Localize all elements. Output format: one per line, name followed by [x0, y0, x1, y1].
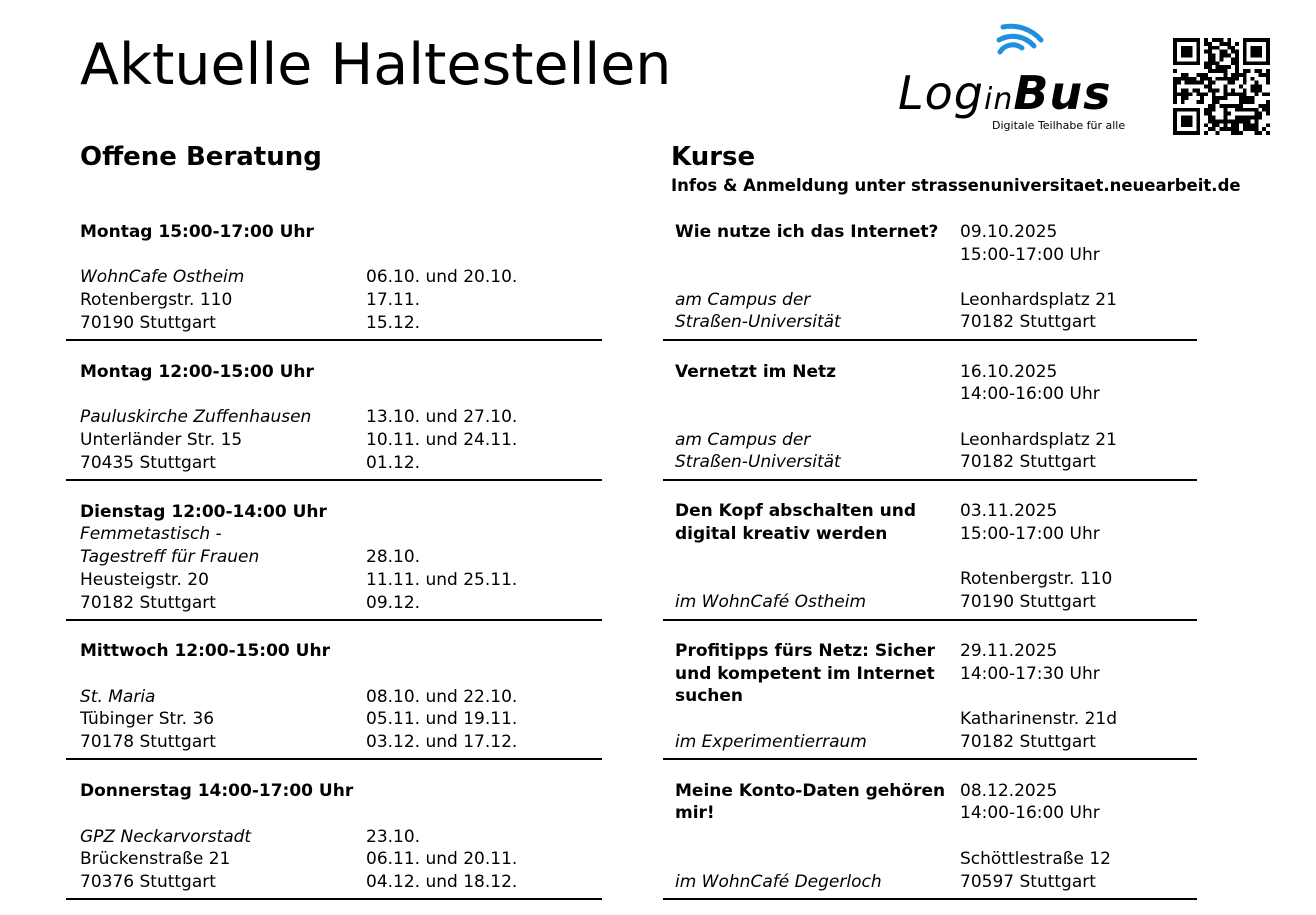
course-title: Vernetzt im Netz [675, 362, 837, 382]
consultation-city: 70376 Stuttgart [80, 872, 216, 892]
consultation-place: St. Maria [80, 687, 156, 707]
consultation-date: 28.10. [366, 547, 421, 567]
course-location: Straßen-Universität [675, 312, 841, 332]
consultation-place: Pauluskirche Zuffenhausen [80, 407, 312, 427]
course-time: 15:00-17:00 Uhr [960, 245, 1100, 265]
logo-text-log: Log [898, 66, 984, 120]
course-date: 29.11.2025 [960, 641, 1058, 661]
wifi-icon [996, 23, 1044, 55]
right-subheading: Infos & Anmeldung unter strassenuniversi… [671, 176, 1241, 195]
course-title: Wie nutze ich das Internet? [675, 222, 939, 242]
course-time: 15:00-17:00 Uhr [960, 524, 1100, 544]
course-time: 14:00-16:00 Uhr [960, 803, 1100, 823]
consultation-date: 03.12. und 17.12. [366, 732, 518, 752]
course-location: am Campus der [675, 430, 811, 450]
page-title: Aktuelle Haltestellen [80, 32, 672, 98]
consultation-place: GPZ Neckarvorstadt [80, 827, 252, 847]
divider [66, 898, 602, 900]
course-address: Rotenbergstr. 110 [960, 569, 1113, 589]
consultation-street: Unterländer Str. 15 [80, 430, 243, 450]
divider [663, 339, 1197, 341]
course-title: Meine Konto-Daten gehören [675, 781, 946, 801]
consultation-place: WohnCafe Ostheim [80, 267, 245, 287]
consultation-date: 04.12. und 18.12. [366, 872, 518, 892]
divider [663, 619, 1197, 621]
course-address: 70182 Stuttgart [960, 732, 1096, 752]
course-title: mir! [675, 803, 715, 823]
logo-text-in: in [983, 82, 1014, 117]
consultation-date: 06.10. und 20.10. [366, 267, 518, 287]
consultation-time: Donnerstag 14:00-17:00 Uhr [80, 781, 354, 801]
consultation-date: 09.12. [366, 593, 421, 613]
logo-tagline: Digitale Teilhabe für alle [992, 119, 1126, 132]
course-time: 14:00-17:30 Uhr [960, 664, 1100, 684]
divider [663, 758, 1197, 760]
course-address: Leonhardsplatz 21 [960, 430, 1117, 450]
course-location: am Campus der [675, 290, 811, 310]
course-address: 70190 Stuttgart [960, 592, 1096, 612]
course-title: und kompetent im Internet [675, 664, 935, 684]
divider [66, 758, 602, 760]
consultation-date: 17.11. [366, 290, 421, 310]
consultation-date: 01.12. [366, 453, 421, 473]
course-address: Leonhardsplatz 21 [960, 290, 1117, 310]
consultation-date: 11.11. und 25.11. [366, 570, 518, 590]
consultation-place: Tagestreff für Frauen [80, 547, 260, 567]
course-location: Straßen-Universität [675, 452, 841, 472]
course-date: 08.12.2025 [960, 781, 1058, 801]
logo-text-bus: Bus [1013, 66, 1112, 120]
consultation-date: 06.11. und 20.11. [366, 849, 518, 869]
consultation-date: 15.12. [366, 313, 421, 333]
consultation-time: Montag 15:00-17:00 Uhr [80, 222, 314, 242]
consultation-city: 70178 Stuttgart [80, 732, 216, 752]
consultation-street: Brückenstraße 21 [80, 849, 231, 869]
consultation-time: Mittwoch 12:00-15:00 Uhr [80, 641, 330, 661]
divider [66, 619, 602, 621]
consultation-date: 23.10. [366, 827, 421, 847]
left-heading: Offene Beratung [80, 142, 322, 172]
consultation-date: 08.10. und 22.10. [366, 687, 518, 707]
course-location: im WohnCafé Degerloch [675, 872, 882, 892]
divider [66, 479, 602, 481]
course-time: 14:00-16:00 Uhr [960, 384, 1100, 404]
consultation-city: 70190 Stuttgart [80, 313, 216, 333]
course-title: digital kreativ werden [675, 524, 888, 544]
consultation-street: Heusteigstr. 20 [80, 570, 209, 590]
course-title: Profitipps fürs Netz: Sicher [675, 641, 936, 661]
consultation-time: Dienstag 12:00-14:00 Uhr [80, 502, 327, 522]
course-date: 09.10.2025 [960, 222, 1058, 242]
divider [663, 479, 1197, 481]
consultation-city: 70435 Stuttgart [80, 453, 216, 473]
consultation-city: 70182 Stuttgart [80, 593, 216, 613]
course-address: 70597 Stuttgart [960, 872, 1096, 892]
consultation-date: 13.10. und 27.10. [366, 407, 518, 427]
course-location: im WohnCafé Ostheim [675, 592, 867, 612]
course-date: 03.11.2025 [960, 501, 1058, 521]
divider [663, 898, 1197, 900]
course-date: 16.10.2025 [960, 362, 1058, 382]
right-heading: Kurse [671, 142, 756, 172]
consultation-date: 10.11. und 24.11. [366, 430, 518, 450]
qr-code[interactable] [1173, 38, 1270, 135]
course-location: im Experimentierraum [675, 732, 867, 752]
course-address: Katharinenstr. 21d [960, 709, 1118, 729]
course-title: suchen [675, 686, 744, 706]
consultation-date: 05.11. und 19.11. [366, 709, 518, 729]
course-address: 70182 Stuttgart [960, 452, 1096, 472]
consultation-street: Rotenbergstr. 110 [80, 290, 233, 310]
course-title: Den Kopf abschalten und [675, 501, 916, 521]
divider [66, 339, 602, 341]
consultation-place: Femmetastisch - [80, 524, 222, 544]
consultation-time: Montag 12:00-15:00 Uhr [80, 362, 314, 382]
course-address: Schöttlestraße 12 [960, 849, 1111, 869]
consultation-street: Tübinger Str. 36 [80, 709, 215, 729]
loginbus-logo: LoginBus Digitale Teilhabe für alle [896, 18, 1146, 138]
course-address: 70182 Stuttgart [960, 312, 1096, 332]
